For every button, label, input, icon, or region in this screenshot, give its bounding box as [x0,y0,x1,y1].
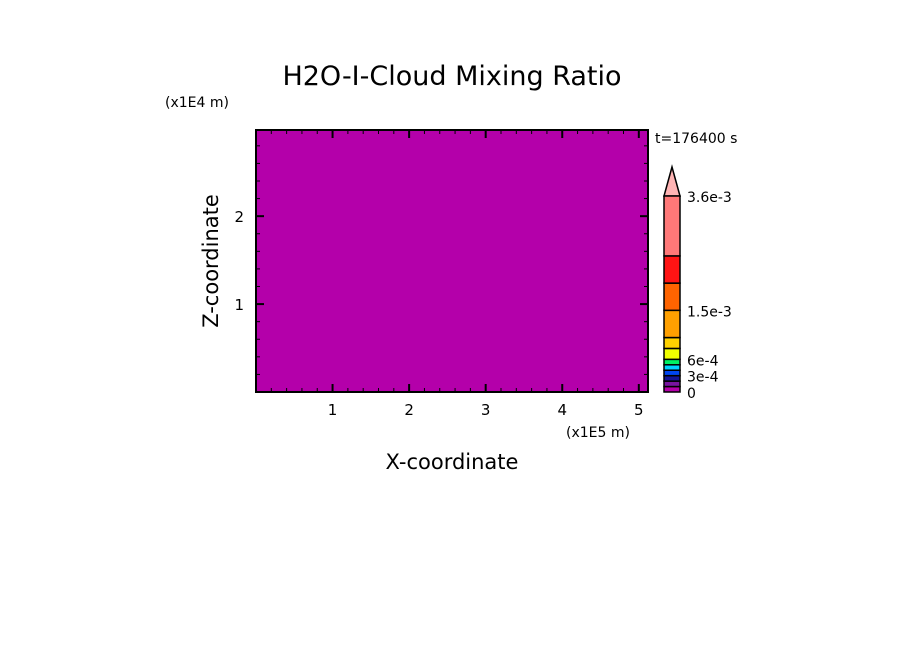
colorbar-box [663,336,681,350]
colorbar-box [663,309,681,339]
y-unit-label: (x1E4 m) [165,95,229,111]
colorbar-box [663,347,681,361]
colorbar-box [663,385,681,393]
colorbar-box [663,374,681,382]
colorbar-box [663,364,681,371]
y-tick-label: 1 [234,296,244,314]
colorbar: 03e-46e-4 1.5e-3 3.6e-3 [663,164,732,402]
x-tick-label: 4 [557,401,567,419]
x-axis: 1 2 3 4 5 [270,130,644,419]
plot-frame [255,129,649,393]
chart-title: H2O-I-Cloud Mixing Ratio [282,61,621,92]
y-axis-label: Z-coordinate [199,194,223,328]
colorbar-tick-label: 3.6e-3 [687,190,732,206]
colorbar-tick-label: 6e-4 [687,353,719,369]
x-tick-label: 2 [404,401,414,419]
x-tick-label: 1 [328,401,338,419]
contour-fill [256,130,648,392]
x-axis-label: X-coordinate [386,450,519,474]
colorbar-box [663,195,681,257]
colorbar-box [663,255,681,284]
plot-area [255,129,649,393]
colorbar-box [663,358,681,366]
y-tick-label: 2 [234,208,244,226]
colorbar-tick-label: 3e-4 [687,370,719,386]
colorbar-box [663,282,681,312]
x-tick-label: 3 [481,401,491,419]
x-tick-label: 5 [634,401,644,419]
colorbar-tick-label: 1.5e-3 [687,304,732,320]
colorbar-box [663,369,681,377]
colorbar-box [663,380,681,388]
x-unit-label: (x1E5 m) [566,425,630,441]
colorbar-tick-label: 0 [687,386,696,402]
time-label: t=176400 s [655,131,737,147]
colorbar-extend-triangle [663,164,681,197]
y-axis: 12 [234,145,648,375]
